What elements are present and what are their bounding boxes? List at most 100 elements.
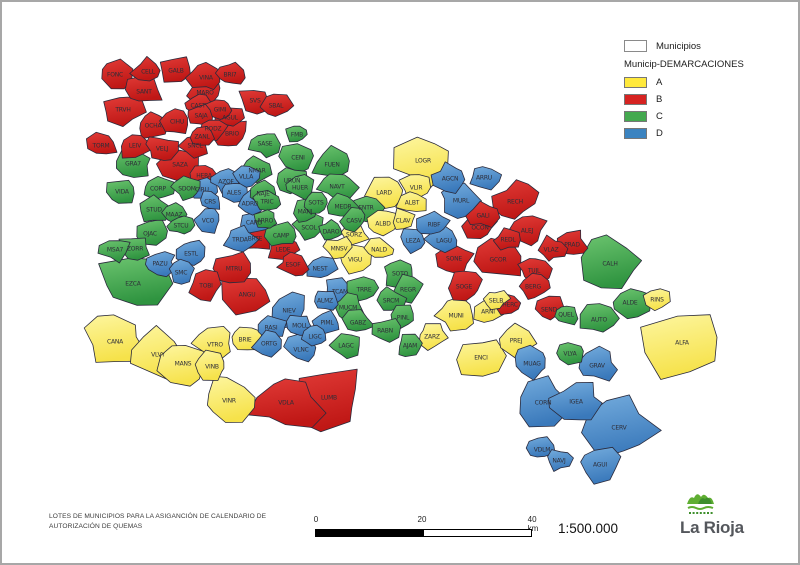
- municipality-label-HERC: HERC: [502, 302, 518, 309]
- municipality-label-EZCA: EZCA: [125, 281, 141, 288]
- municipality-cell-AJAM: [398, 333, 423, 357]
- municipality-label-SVS: SVS: [249, 98, 261, 105]
- municipality-cell-VDLA: [247, 378, 327, 428]
- scale-bar-fill: [316, 530, 424, 536]
- municipality-cell-ENCI: [456, 339, 507, 377]
- municipality-label-LUMB: LUMB: [321, 395, 337, 402]
- municipality-cell-ALDE: [612, 288, 652, 320]
- municipality-label-VLYA: VLYA: [563, 351, 577, 358]
- legend-swatch-D: [624, 128, 647, 139]
- municipality-cell-AUTO: [579, 303, 620, 333]
- municipality-label-ZORR: ZORR: [127, 246, 143, 253]
- municipality-cell-FMB: [285, 125, 308, 143]
- municipality-label-ALBD: ALBD: [375, 221, 391, 228]
- legend-label-D: D: [656, 128, 663, 139]
- municipality-label-SORZ: SORZ: [346, 232, 362, 239]
- municipality-label-ENTR: ENTR: [358, 205, 373, 212]
- municipality-cell-MUNI: [433, 296, 474, 332]
- municipality-cell-ANGU: [221, 277, 271, 316]
- municipality-label-RASI: RASI: [265, 325, 278, 332]
- legend-class-row-C: C: [624, 111, 789, 122]
- municipality-label-BRTE: BRTE: [248, 236, 263, 243]
- municipality-label-OCHA: OCHA: [145, 123, 163, 130]
- municipality-label-HUER: HUER: [292, 185, 308, 192]
- municipality-cell-VDLM: [525, 436, 556, 458]
- municipality-label-NMAR: NMAR: [248, 168, 265, 175]
- municipality-label-VTRO: VTRO: [207, 342, 223, 349]
- municipality-label-MANS: MANS: [175, 361, 192, 368]
- municipality-label-CAST: CAST: [191, 103, 207, 110]
- municipality-cell-RECH: [491, 179, 540, 220]
- municipality-cell-ALFA: [640, 314, 718, 380]
- caption-line-1: LOTES DE MUNICIPIOS PARA LA ASIGANCIÓN D…: [49, 513, 267, 520]
- municipality-label-MOLL: MOLL: [292, 323, 309, 330]
- municipality-label-CRS: CRS: [204, 199, 216, 206]
- municipality-label-MUNI: MUNI: [448, 313, 463, 320]
- municipality-cell-QUEL: [554, 305, 579, 326]
- map-caption: LOTES DE MUNICIPIOS PARA LA ASIGANCIÓN D…: [49, 512, 309, 532]
- municipality-label-VDLM: VDLM: [534, 447, 550, 454]
- municipality-label-GALI: GALI: [476, 213, 489, 220]
- municipality-label-LEIV: LEIV: [129, 143, 142, 150]
- scale-bar-rect: [315, 529, 532, 537]
- municipality-cell-MSA7: [97, 240, 131, 264]
- legend-swatch-B: [624, 94, 647, 105]
- municipality-label-SNCL: SNCL: [187, 143, 203, 150]
- municipality-label-VLNC: VLNC: [293, 347, 308, 354]
- municipality-label-MUCM: MUCM: [339, 305, 357, 312]
- municipality-cell-ESTL: [175, 239, 206, 266]
- municipality-label-SELB: SELB: [489, 298, 503, 305]
- municipality-cell-SOTS: [303, 191, 328, 214]
- municipality-label-GCOR: GCOR: [490, 257, 507, 264]
- municipality-cell-TRDA: [223, 224, 260, 253]
- municipality-cell-ALES: [221, 183, 248, 203]
- municipality-cell-LEIV: [121, 134, 155, 159]
- municipality-cell-NALD: [363, 237, 395, 258]
- municipality-label-REDL: REDL: [500, 237, 516, 244]
- legend-class-row-D: D: [624, 128, 789, 139]
- municipality-label-LAGU: LAGU: [436, 238, 452, 245]
- municipality-cell-OCHA: [139, 111, 168, 139]
- municipality-label-TRIC: TRIC: [260, 199, 274, 206]
- municipality-label-BRIE: BRIE: [238, 337, 251, 344]
- legend-label-C: C: [656, 111, 663, 122]
- legend-swatch-A: [624, 77, 647, 88]
- municipality-label-TCAM: TCAM: [331, 289, 348, 296]
- municipality-label-SCOL: SCOL: [301, 225, 317, 232]
- municipality-label-ZARZ: ZARZ: [424, 334, 440, 341]
- municipality-cell-CENI: [278, 143, 314, 173]
- municipality-label-NAJE: NAJE: [256, 191, 270, 198]
- municipality-cell-GALI: [465, 200, 501, 228]
- municipality-cell-NEST: [306, 256, 339, 278]
- municipality-label-SMC: SMC: [175, 270, 188, 277]
- municipality-label-BERG: BERG: [525, 284, 541, 291]
- municipality-label-MURL: MURL: [453, 198, 470, 205]
- municipality-label-BRIO: BRIO: [225, 131, 239, 138]
- municipality-label-TRVH: TRVH: [114, 107, 130, 114]
- municipality-cell-RINS: [642, 288, 671, 312]
- la-rioja-logo: La Rioja: [680, 489, 790, 538]
- municipality-cell-IGEA: [548, 382, 603, 421]
- municipality-label-PINL: PINL: [397, 315, 410, 322]
- municipality-label-CARD: CARD: [246, 220, 263, 227]
- scale-tick-20: 20: [417, 515, 427, 524]
- municipality-label-AUTO: AUTO: [591, 317, 608, 324]
- municipality-label-ARRO: ARRO: [257, 218, 274, 225]
- municipality-label-SASE: SASE: [258, 141, 273, 148]
- municipality-cell-SMC: [168, 258, 195, 285]
- municipality-cell-VELJ: [145, 136, 179, 161]
- municipality-label-SONE: SONE: [446, 256, 462, 263]
- municipality-label-LARD: LARD: [376, 190, 392, 197]
- municipality-label-OCON: OCON: [471, 225, 488, 232]
- municipality-cell-MNSV: [322, 236, 353, 260]
- municipality-cell-ZARZ: [418, 323, 449, 351]
- municipality-label-MANJ: MANJ: [298, 209, 313, 216]
- municipality-label-MEDR: MEDR: [335, 204, 352, 211]
- municipality-label-GRAV: GRAV: [589, 363, 606, 370]
- municipality-label-VIDA: VIDA: [115, 189, 130, 196]
- municipality-label-VELJ: VELJ: [156, 146, 169, 153]
- municipality-label-CASV: CASV: [346, 218, 363, 225]
- municipios-label: Municipios: [656, 40, 701, 52]
